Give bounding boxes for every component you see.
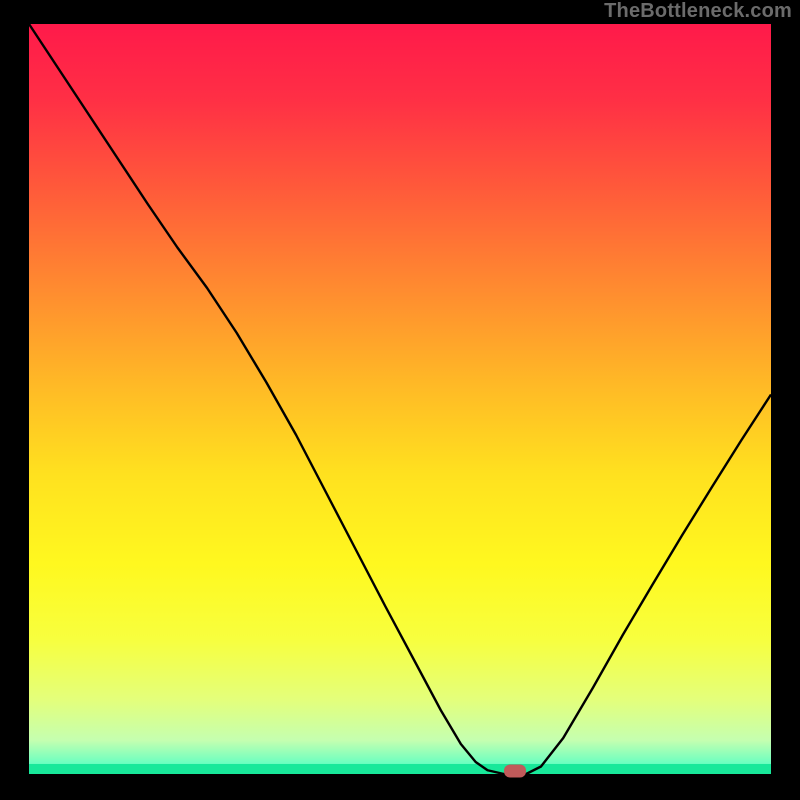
gradient-background xyxy=(29,24,771,774)
bottom-band xyxy=(29,764,771,774)
optimal-point-marker xyxy=(504,765,526,778)
bottleneck-chart xyxy=(0,0,800,800)
watermark-text: TheBottleneck.com xyxy=(604,0,792,23)
chart-svg xyxy=(0,0,800,800)
